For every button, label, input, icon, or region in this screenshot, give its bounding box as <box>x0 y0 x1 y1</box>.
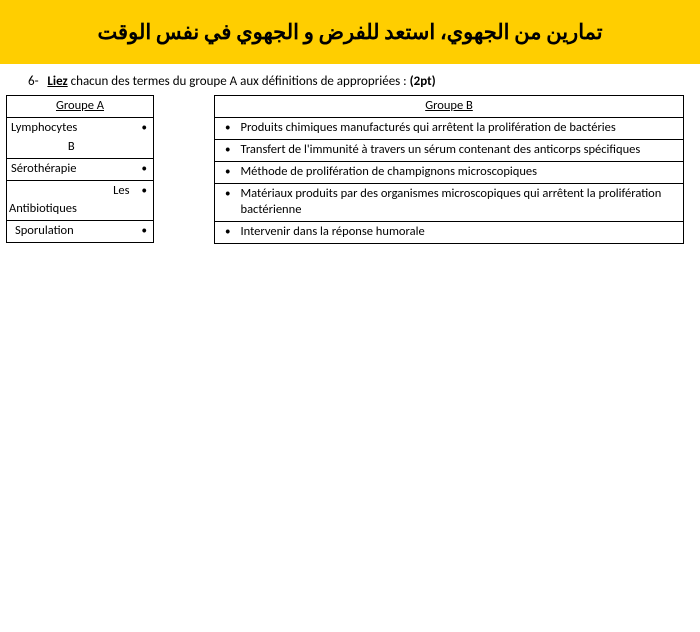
group-a-item-label: Les <box>7 180 136 201</box>
group-b-table: Groupe B • Produits chimiques manufactur… <box>214 95 684 244</box>
question-line: 6- Liez chacun des termes du groupe A au… <box>0 64 700 95</box>
group-b-definition: Méthode de prolifération de champignons … <box>241 161 684 183</box>
bullet-icon: • <box>136 221 154 243</box>
tables-container: Groupe A Lymphocytes • B Sérothérapie • … <box>0 95 700 244</box>
table-row: • Méthode de prolifération de champignon… <box>215 161 684 183</box>
table-row: Lymphocytes • <box>7 117 154 138</box>
group-a-header-text: Groupe A <box>56 98 104 113</box>
bullet-icon: • <box>215 161 241 183</box>
bullet-icon: • <box>136 180 154 201</box>
table-row: Les • <box>7 180 154 201</box>
group-a-header: Groupe A <box>7 96 154 118</box>
bullet-icon: • <box>215 183 241 222</box>
table-row: • Matériaux produits par des organismes … <box>215 183 684 222</box>
question-rest: chacun des termes du groupe A aux défini… <box>68 74 410 89</box>
bullet-icon: • <box>215 117 241 139</box>
group-b-header-text: Groupe B <box>425 98 473 113</box>
table-row: Antibiotiques <box>7 201 154 220</box>
group-a-item-label: Lymphocytes <box>7 117 136 138</box>
group-a-table: Groupe A Lymphocytes • B Sérothérapie • … <box>6 95 154 243</box>
table-row: • Intervenir dans la réponse humorale <box>215 222 684 244</box>
question-points: (2pt) <box>410 74 436 89</box>
table-row: Sérothérapie • <box>7 158 154 180</box>
group-a-item-label: Sérothérapie <box>7 158 136 180</box>
cell-spacer <box>136 139 154 158</box>
group-b-definition: Intervenir dans la réponse humorale <box>241 222 684 244</box>
question-verb: Liez <box>47 74 67 89</box>
table-row: B <box>7 139 154 158</box>
cell-spacer <box>136 201 154 220</box>
group-a-item-label: Sporulation <box>7 221 136 243</box>
banner: تمارين من الجهوي، استعد للفرض و الجهوي ف… <box>0 0 700 64</box>
bullet-icon: • <box>215 222 241 244</box>
table-row: • Transfert de l'immunité à travers un s… <box>215 139 684 161</box>
bullet-icon: • <box>215 139 241 161</box>
group-b-header: Groupe B <box>215 96 684 118</box>
question-number: 6- <box>28 74 39 89</box>
table-row: • Produits chimiques manufacturés qui ar… <box>215 117 684 139</box>
group-a-item-label: Antibiotiques <box>7 201 136 220</box>
bullet-icon: • <box>136 117 154 138</box>
banner-text: تمارين من الجهوي، استعد للفرض و الجهوي ف… <box>97 19 602 45</box>
table-row: Sporulation • <box>7 221 154 243</box>
group-b-definition: Matériaux produits par des organismes mi… <box>241 183 684 222</box>
group-b-definition: Produits chimiques manufacturés qui arrê… <box>241 117 684 139</box>
bullet-icon: • <box>136 158 154 180</box>
group-a-item-label: B <box>7 139 136 158</box>
group-b-definition: Transfert de l'immunité à travers un sér… <box>241 139 684 161</box>
